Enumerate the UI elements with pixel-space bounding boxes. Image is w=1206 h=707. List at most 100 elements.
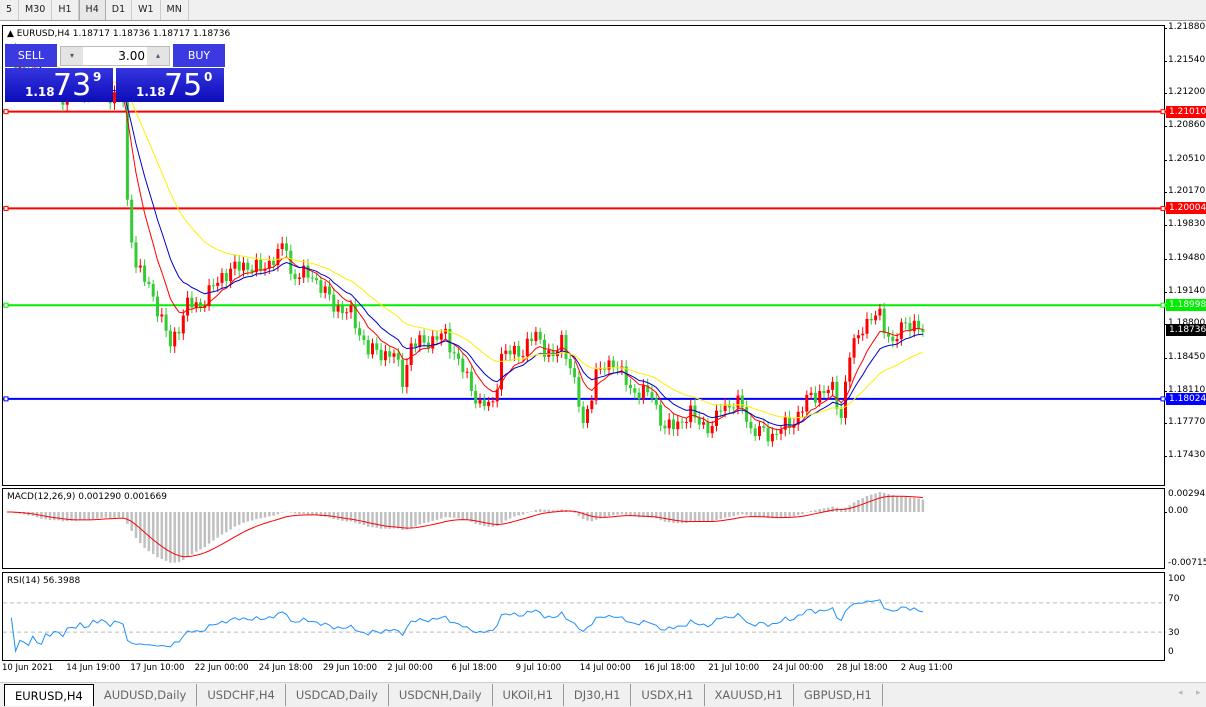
level-label: 1.18998 [1166,299,1206,312]
candle [168,324,172,353]
candle [409,337,413,372]
tf-d1[interactable]: D1 [106,0,133,20]
candle [371,338,374,359]
candle [422,329,426,347]
candle [216,276,220,292]
candle [379,343,383,366]
chart-tab[interactable]: AUDUSD,Daily [94,684,198,706]
candle [482,394,486,411]
tf-m30[interactable]: M30 [19,0,53,20]
candle [917,314,921,335]
sell-price-pips: 73 [53,68,92,103]
tabs-scroll-right-icon[interactable]: ▸ [1196,688,1201,698]
candle [749,415,753,434]
tf-w1[interactable]: W1 [132,0,161,20]
candle [130,194,134,249]
sell-price-fraction: 9 [93,70,102,84]
candle [495,383,499,408]
candle [113,85,116,110]
candle [323,281,327,299]
macd-label: MACD(12,26,9) 0.001290 0.001669 [7,492,167,502]
moving-average-line [6,49,923,431]
candle [646,378,650,397]
chart-tab[interactable]: USDCHF,H4 [197,684,286,706]
tf-mn[interactable]: MN [161,0,189,20]
time-tick-label: 17 Jun 10:00 [130,663,185,673]
lot-size-input[interactable]: 3.00 [118,49,145,63]
candle [254,253,258,277]
price-tick-label: 1.21200 [1163,87,1206,98]
level-handle [3,302,9,308]
candle [512,341,516,362]
candle [444,323,448,341]
chart-tab[interactable]: UKOil,H1 [493,684,564,706]
price-tick-label: 1.20170 [1163,186,1206,197]
tabs-scroll-left-icon[interactable]: ◂ [1178,688,1183,698]
candle [349,299,353,319]
candle [740,388,744,414]
level-handle [1160,109,1166,115]
candle [865,312,869,339]
rsi-axis-70: 70 [1168,594,1180,604]
rsi-axis-100: 100 [1168,574,1186,584]
decrease-lot-icon[interactable]: ▾ [61,47,83,65]
sell-price[interactable]: 1.18 73 9 [5,68,113,103]
candle [783,411,787,437]
sell-button[interactable]: SELL [5,44,57,67]
candle [134,236,138,274]
candle [641,379,645,404]
chart-tab[interactable]: USDCAD,Daily [286,684,389,706]
candle [435,330,439,346]
chart-tab[interactable]: DJ30,H1 [564,684,632,706]
chart-tab[interactable]: XAUUSD,H1 [705,684,794,706]
candles-plot [3,42,1166,447]
buy-button[interactable]: BUY [173,44,225,67]
candle [904,317,908,330]
collapse-triangle-icon[interactable]: ▲ [7,29,14,39]
candle [521,349,525,363]
candle [844,375,847,425]
lot-size-stepper[interactable]: ▾ 3.00 ▴ [60,46,170,66]
candle [753,423,757,441]
tf-h1[interactable]: H1 [52,0,79,20]
chart-tab[interactable]: EURUSD,H4 [4,684,94,706]
candle [805,390,809,418]
candle [697,410,701,430]
candle [818,384,822,407]
candle [607,355,611,376]
rsi-plot [3,599,1166,654]
candle [272,256,276,272]
buy-price[interactable]: 1.18 75 0 [116,68,224,103]
candle [680,416,684,429]
candle [908,316,912,338]
level-handle [3,205,9,211]
candle [637,387,641,405]
candle [839,402,843,425]
candle [211,278,215,292]
candle [297,272,301,285]
sell-price-prefix: 1.18 [25,85,55,99]
price-tick-label: 1.21540 [1163,54,1206,65]
candle [418,330,422,352]
candle [581,401,585,429]
time-tick-label: 2 Aug 11:00 [900,663,953,673]
chart-tab[interactable]: GBPUSD,H1 [794,684,883,706]
candle [280,236,284,256]
candle [874,310,878,325]
candle [315,272,319,285]
increase-lot-icon[interactable]: ▴ [147,47,169,65]
tf-m5[interactable]: 5 [0,0,20,20]
candle [194,296,198,313]
candle [392,349,396,364]
chart-tab[interactable]: USDX,H1 [631,684,705,706]
time-tick-label: 2 Jul 00:00 [387,663,433,673]
candle [164,307,168,338]
candle [551,343,555,363]
rsi-axis-0: 0 [1168,647,1174,657]
tf-h4[interactable]: H4 [78,0,106,20]
chart-tab[interactable]: USDCNH,Daily [389,684,493,706]
candle [560,330,564,358]
candle [835,375,839,416]
candle [719,403,723,417]
symbol-quote: EURUSD,H4 1.18717 1.18736 1.18717 1.1873… [16,29,231,39]
